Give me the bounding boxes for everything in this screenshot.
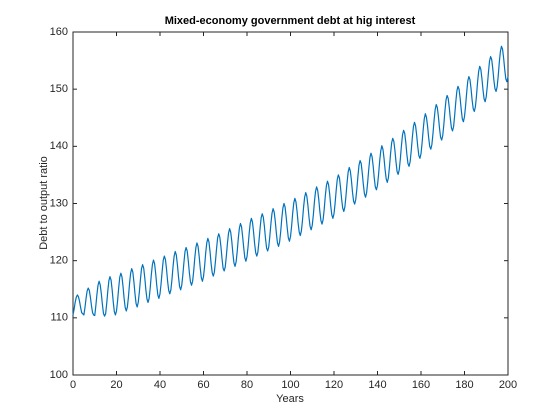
x-tick-label: 200 [499, 379, 517, 391]
y-tick-label: 150 [50, 83, 68, 95]
x-tick-label: 120 [325, 379, 343, 391]
y-axis-label: Debt to output ratio [38, 156, 50, 250]
x-tick-label: 40 [154, 379, 166, 391]
chart-title: Mixed-economy government debt at hig int… [165, 15, 416, 27]
y-tick-label: 110 [50, 312, 68, 324]
axes-box [72, 31, 509, 376]
x-tick-label: 60 [197, 379, 209, 391]
y-tick-label: 120 [50, 255, 68, 267]
y-tick-label: 140 [50, 140, 68, 152]
data-line [72, 45, 509, 317]
x-tick-label: 100 [281, 379, 299, 391]
x-tick-label: 140 [368, 379, 386, 391]
x-axis-label: Years [276, 393, 304, 405]
x-tick-label: 80 [241, 379, 253, 391]
y-tick-label: 100 [50, 369, 68, 381]
y-tick-label: 160 [50, 26, 68, 38]
x-tick-label: 20 [110, 379, 122, 391]
y-tick-label: 130 [50, 197, 68, 209]
x-tick-label: 180 [455, 379, 473, 391]
x-tick-label: 0 [70, 379, 76, 391]
x-tick-label: 160 [412, 379, 430, 391]
